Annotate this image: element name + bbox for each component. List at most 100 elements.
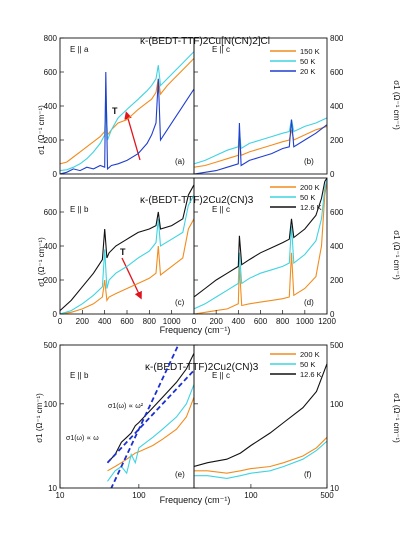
panel-a: 0 200 400 600 800	[44, 34, 195, 179]
ytick-label-c-1: 200	[44, 276, 58, 285]
ylabel-left-bottom: σ1 (Ω⁻¹ cm⁻¹)	[35, 393, 44, 443]
series-f-2	[194, 363, 327, 468]
xtick-label-d-5: 1000	[296, 317, 314, 326]
ytick-label-e-0: 10	[48, 484, 57, 493]
ytick-label-b-4: 800	[330, 34, 344, 43]
frame-f	[193, 344, 328, 489]
ytick-label-b-0: 0	[330, 170, 335, 179]
xtick-label-c-0: 0	[58, 317, 63, 326]
legend-bottom-entry-1: 200 K	[300, 350, 320, 359]
ytick-label-b-3: 600	[330, 68, 344, 77]
panel-label-c: (c)	[175, 298, 185, 307]
legend-middle-entry-3: 12.6 K	[300, 203, 322, 212]
ytick-label-f-2: 500	[330, 341, 344, 350]
title-bottom: κ-(BEDT-TTF)2Cu2(CN)3	[145, 362, 259, 373]
xtick-label-c-3: 600	[120, 317, 134, 326]
pol-a: E || a	[70, 45, 89, 54]
title-top: κ-(BEDT-TTF)2Cu[N(CN)2]Cl	[140, 36, 270, 47]
series-e-4	[106, 369, 194, 464]
ytick-label-c-0: 0	[53, 310, 58, 319]
series-f-0	[194, 436, 327, 474]
annotation-omega-squared: σ1(ω) ∝ ω²	[108, 403, 144, 410]
panel-label-f: (f)	[304, 470, 312, 479]
xtick-label-d-0: 0	[192, 317, 197, 326]
xtick-label-c-4: 800	[143, 317, 157, 326]
xtick-label-c-2: 400	[98, 317, 112, 326]
ytick-label-d-1: 200	[330, 276, 344, 285]
series-c-1	[60, 194, 194, 314]
ytick-label-e-1: 100	[44, 400, 58, 409]
ylabel-right-top: σ1 (Ω⁻¹ cm⁻¹)	[392, 80, 401, 130]
legend-top-entry-3: 20 K	[300, 67, 315, 76]
xlabel-bottom: Frequency (cm⁻¹)	[160, 495, 231, 505]
ytick-label-b-1: 200	[330, 136, 344, 145]
legend-bottom: 200 K 50 K 12.6 K	[300, 350, 322, 379]
series-a-1	[60, 51, 194, 172]
legend-bottom-entry-3: 12.6 K	[300, 370, 322, 379]
panel-label-b: (b)	[304, 157, 314, 166]
title-middle: κ-(BEDT-TTF)2Cu2(CN)3	[140, 195, 254, 206]
legend-top-entry-1: 150 K	[300, 47, 320, 56]
ylabel-left-top: σ1 (Ω⁻¹ cm⁻¹)	[37, 105, 46, 155]
ytick-label-d-3: 600	[330, 208, 344, 217]
series-f-1	[194, 440, 327, 479]
panel-e: 10 100 500 10 100	[44, 341, 195, 500]
ytick-label-c-2: 400	[44, 242, 58, 251]
panel-f: 10 100 500 100 500	[193, 341, 344, 500]
ytick-label-d-2: 400	[330, 242, 344, 251]
series-d-1	[194, 179, 327, 310]
temperature-arrow-a	[124, 111, 141, 161]
series-b-0	[194, 125, 327, 168]
ytick-label-d-0: 0	[330, 310, 335, 319]
xtick-label-c-1: 200	[76, 317, 90, 326]
xtick-label-d-2: 400	[232, 317, 246, 326]
legend-top-entry-2: 50 K	[300, 57, 315, 66]
annotation-omega-linear: σ1(ω) ∝ ω	[66, 435, 99, 442]
xlabel-middle: Frequency (cm⁻¹)	[160, 325, 231, 335]
legend-middle-entry-2: 50 K	[300, 193, 315, 202]
ytick-label-e-2: 500	[44, 341, 58, 350]
panel-b: 0 200 400 600 800	[193, 34, 344, 179]
series-e-1	[107, 384, 194, 482]
ytick-label-a-1: 200	[44, 136, 58, 145]
pol-c: E || b	[70, 205, 89, 214]
ytick-label-a-0: 0	[53, 170, 58, 179]
series-a-2	[60, 71, 194, 174]
xtick-label-d-6: 1200	[318, 317, 336, 326]
ylabel-left-middle: σ1 (Ω⁻¹ cm⁻¹)	[37, 237, 46, 287]
series-c-2	[60, 184, 194, 312]
ytick-label-a-2: 400	[44, 102, 58, 111]
legend-middle: 200 K 50 K 12.6 K	[300, 183, 322, 212]
series-b-1	[194, 117, 327, 165]
xtick-label-e-1: 100	[132, 491, 146, 500]
ytick-label-f-1: 100	[330, 400, 344, 409]
pol-d: E || c	[212, 205, 230, 214]
legend-top: 150 K 50 K 20 K	[300, 47, 320, 76]
xtick-label-f-0: 100	[244, 491, 258, 500]
panel-d: 0 200 400 600 0 200 400 600 800 1000 1200	[192, 177, 344, 326]
series-b-2	[194, 119, 327, 174]
xtick-label-d-4: 800	[276, 317, 290, 326]
ytick-label-c-3: 600	[44, 208, 58, 217]
series-e-0	[107, 397, 194, 472]
ylabel-right-bottom: σ1 (Ω⁻¹ cm⁻¹)	[392, 393, 401, 443]
series-d-0	[194, 181, 327, 314]
temperature-label-c: T	[120, 247, 126, 257]
legend-bottom-entry-2: 50 K	[300, 360, 315, 369]
pol-f: E || c	[212, 371, 230, 380]
ylabel-right-middle: σ1 (Ω⁻¹ cm⁻¹)	[392, 230, 401, 280]
series-e-2	[107, 352, 194, 464]
pol-b: E || c	[212, 45, 230, 54]
panel-label-d: (d)	[304, 298, 314, 307]
frame-a	[59, 37, 195, 175]
ytick-label-a-4: 800	[44, 34, 58, 43]
xtick-label-c-5: 1000	[163, 317, 181, 326]
temperature-arrow-c	[121, 257, 142, 300]
ytick-label-f-0: 10	[330, 484, 339, 493]
legend-middle-entry-1: 200 K	[300, 183, 320, 192]
panel-label-a: (a)	[175, 157, 185, 166]
temperature-label-a: T	[112, 106, 118, 116]
xtick-label-e-0: 10	[56, 491, 65, 500]
